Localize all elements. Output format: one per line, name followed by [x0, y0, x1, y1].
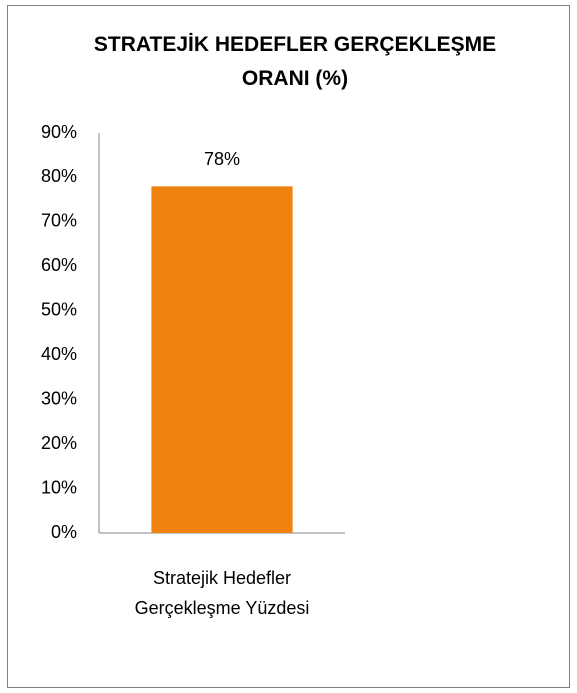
y-tick-label: 30%	[41, 388, 77, 408]
y-tick-label: 10%	[41, 477, 77, 497]
y-tick-label: 40%	[41, 344, 77, 364]
data-label: 78%	[204, 149, 240, 169]
y-tick-label: 0%	[51, 522, 77, 542]
chart-title: STRATEJİK HEDEFLER GERÇEKLEŞME ORANI (%)	[93, 33, 497, 90]
y-tick-label: 90%	[41, 122, 77, 142]
y-tick-label: 60%	[41, 255, 77, 275]
x-tick-label: Stratejik Hedefler Gerçekleşme Yüzdesi	[134, 568, 310, 618]
y-tick-label: 80%	[41, 166, 77, 186]
y-tick-label: 20%	[41, 433, 77, 453]
y-tick-label: 50%	[41, 300, 77, 320]
y-tick-label: 70%	[41, 211, 77, 231]
bar	[151, 186, 293, 534]
